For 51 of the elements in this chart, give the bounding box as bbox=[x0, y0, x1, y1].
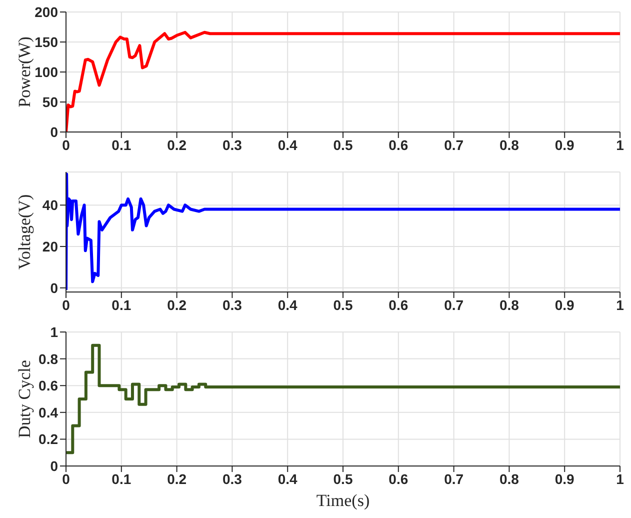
x-tick-label: 1 bbox=[616, 296, 624, 313]
x-tick-label: 0.2 bbox=[167, 296, 187, 313]
y-axis-title: Voltage(V) bbox=[15, 194, 34, 270]
x-tick-label: 0.7 bbox=[444, 296, 464, 313]
y-tick-label: 0.4 bbox=[38, 404, 58, 420]
x-tick-label: 0.4 bbox=[278, 470, 298, 487]
x-tick-label: 0.1 bbox=[112, 136, 132, 153]
y-tick-label: 200 bbox=[34, 4, 58, 20]
x-tick-label: 0.7 bbox=[444, 136, 464, 153]
x-tick-label: 1 bbox=[616, 136, 624, 153]
y-tick-label: 0 bbox=[50, 280, 58, 296]
x-tick-label: 0 bbox=[62, 296, 70, 313]
x-tick-label: 0.5 bbox=[333, 136, 353, 153]
x-tick-label: 0.6 bbox=[388, 296, 408, 313]
y-tick-label: 0 bbox=[50, 124, 58, 140]
x-tick-label: 0.4 bbox=[278, 296, 298, 313]
x-tick-label: 0.9 bbox=[554, 470, 575, 487]
x-tick-label: 0 bbox=[62, 470, 70, 487]
y-tick-label: 20 bbox=[42, 238, 58, 254]
x-axis-title: Time(s) bbox=[316, 491, 370, 510]
y-tick-label: 150 bbox=[34, 34, 58, 50]
y-tick-label: 0.8 bbox=[38, 350, 58, 367]
y-axis-title: Power(W) bbox=[15, 36, 34, 108]
y-tick-label: 1 bbox=[50, 324, 58, 340]
x-tick-label: 0.3 bbox=[222, 470, 242, 487]
x-tick-label: 0.8 bbox=[499, 296, 520, 313]
y-tick-label: 40 bbox=[42, 197, 58, 214]
x-tick-label: 0.9 bbox=[554, 136, 575, 153]
x-tick-label: 0.2 bbox=[167, 470, 187, 487]
x-tick-label: 0.1 bbox=[112, 296, 132, 313]
y-tick-label: 0 bbox=[50, 458, 58, 474]
y-tick-label: 100 bbox=[34, 64, 58, 80]
x-tick-label: 0.2 bbox=[167, 136, 187, 153]
x-tick-label: 0.8 bbox=[499, 136, 520, 153]
x-tick-label: 0.5 bbox=[333, 296, 353, 313]
x-tick-label: 0.7 bbox=[444, 470, 464, 487]
y-tick-label: 50 bbox=[42, 94, 58, 110]
x-tick-label: 0.3 bbox=[222, 296, 242, 313]
x-tick-label: 0.5 bbox=[333, 470, 353, 487]
y-axis-title: Duty Cycle bbox=[15, 360, 34, 438]
x-tick-label: 0.9 bbox=[554, 296, 575, 313]
x-tick-label: 0.4 bbox=[278, 136, 298, 153]
y-tick-label: 0.2 bbox=[38, 431, 58, 448]
x-tick-label: 0.6 bbox=[388, 136, 408, 153]
x-tick-label: 0 bbox=[62, 136, 70, 153]
x-tick-label: 0.1 bbox=[112, 470, 132, 487]
x-tick-label: 0.8 bbox=[499, 470, 520, 487]
x-tick-label: 0.6 bbox=[388, 470, 408, 487]
y-tick-label: 0.6 bbox=[38, 378, 58, 394]
x-tick-label: 0.3 bbox=[222, 136, 242, 153]
x-tick-label: 1 bbox=[616, 470, 624, 487]
